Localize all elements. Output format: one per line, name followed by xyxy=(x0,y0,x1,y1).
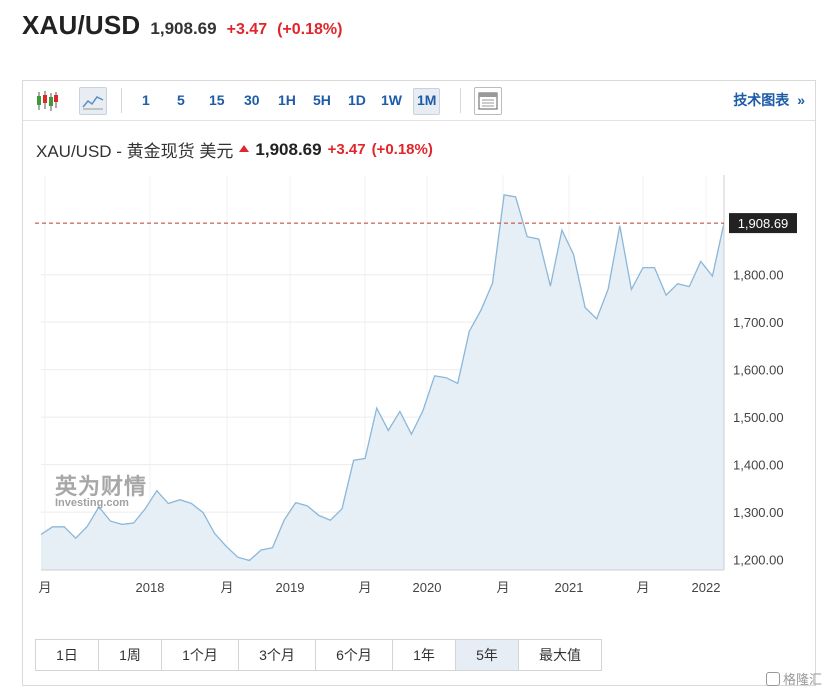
x-tick-label: 2021 xyxy=(555,580,584,595)
area-chart-icon[interactable] xyxy=(79,87,107,115)
y-tick-label: 1,800.00 xyxy=(733,268,784,283)
y-tick-label: 1,200.00 xyxy=(733,553,784,568)
chart-title: XAU/USD - 黄金现货 美元 xyxy=(36,142,234,161)
current-price-label: 1,908.69 xyxy=(738,216,789,231)
toolbar-divider xyxy=(121,88,122,113)
chart-panel: 1 5 15 30 1H 5H 1D 1W 1M 技术图表 » XAU/USD - 黄金现货 美… xyxy=(22,80,816,686)
range-6m-button[interactable]: 6个月 xyxy=(316,640,393,670)
x-tick-label: 2018 xyxy=(136,580,165,595)
x-tick-label: 月 xyxy=(220,580,233,595)
candlestick-icon[interactable] xyxy=(33,87,61,115)
interval-5h-button[interactable]: 5H xyxy=(313,92,331,108)
x-tick-label: 月 xyxy=(38,580,51,595)
range-1y-button[interactable]: 1年 xyxy=(393,640,456,670)
chart-change: +3.47 xyxy=(327,141,366,158)
range-1d-button[interactable]: 1日 xyxy=(36,640,99,670)
gelonghui-icon xyxy=(765,671,780,686)
watermark-cn: 英为财情 xyxy=(55,475,148,500)
range-1m-button[interactable]: 1个月 xyxy=(162,640,239,670)
y-tick-label: 1,700.00 xyxy=(733,315,784,330)
interval-1w-button[interactable]: 1W xyxy=(381,92,402,108)
change: +3.47 xyxy=(226,21,268,38)
gelonghui-text: 格隆汇 xyxy=(782,672,822,687)
range-max-button[interactable]: 最大值 xyxy=(519,640,601,670)
range-selector: 1日 1周 1个月 3个月 6个月 1年 5年 最大值 xyxy=(35,639,602,671)
chevron-right-icon: » xyxy=(797,92,805,108)
quote-header: XAU/USD 1,908.69 +3.47 (+0.18%) xyxy=(22,10,342,46)
chart-price: 1,908.69 xyxy=(255,139,322,159)
chart-title-row: XAU/USD - 黄金现货 美元 1,908.69 +3.47 (+0.18%… xyxy=(36,137,433,162)
symbol: XAU/USD xyxy=(22,10,141,40)
watermark-en: Investing.com xyxy=(55,497,129,509)
price-line xyxy=(40,194,725,562)
y-tick-label: 1,400.00 xyxy=(733,458,784,473)
toolbar-divider xyxy=(460,88,461,113)
range-5y-button[interactable]: 5年 xyxy=(456,640,519,670)
x-tick-label: 月 xyxy=(496,580,509,595)
x-tick-label: 2020 xyxy=(413,580,442,595)
interval-1m-button[interactable]: 1M xyxy=(413,88,441,115)
tech-chart-label: 技术图表 xyxy=(733,92,790,108)
range-1w-button[interactable]: 1周 xyxy=(99,640,162,670)
up-arrow-icon xyxy=(239,145,250,152)
y-tick-label: 1,500.00 xyxy=(733,410,784,425)
interval-15-button[interactable]: 15 xyxy=(209,92,225,108)
tech-chart-link[interactable]: 技术图表 » xyxy=(733,90,805,110)
y-tick-label: 1,300.00 xyxy=(733,505,784,520)
interval-5-button[interactable]: 5 xyxy=(177,92,185,108)
range-3m-button[interactable]: 3个月 xyxy=(239,640,316,670)
x-tick-label: 月 xyxy=(636,580,649,595)
x-tick-label: 2019 xyxy=(276,580,305,595)
x-tick-label: 月 xyxy=(358,580,371,595)
interval-1-button[interactable]: 1 xyxy=(142,92,150,108)
price-area xyxy=(41,194,724,570)
change-pct: (+0.18%) xyxy=(277,21,343,38)
y-tick-label: 1,600.00 xyxy=(733,363,784,378)
chart-change-pct: (+0.18%) xyxy=(371,141,433,158)
price: 1,908.69 xyxy=(150,19,217,38)
x-tick-label: 2022 xyxy=(692,580,721,595)
gelonghui-logo: 格隆汇 xyxy=(765,669,822,688)
investing-watermark: 英为财情 Investing.com xyxy=(55,469,147,509)
interval-1d-button[interactable]: 1D xyxy=(348,92,366,108)
price-chart[interactable]: 1,200.00 1,300.00 1,400.00 1,500.00 1,600.00… xyxy=(23,81,815,621)
layout-icon[interactable] xyxy=(474,87,502,115)
current-price-tag xyxy=(729,213,797,234)
interval-30-button[interactable]: 30 xyxy=(244,92,260,108)
interval-1h-button[interactable]: 1H xyxy=(278,92,296,108)
chart-toolbar: 1 5 15 30 1H 5H 1D 1W 1M 技术图表 » xyxy=(23,81,815,121)
